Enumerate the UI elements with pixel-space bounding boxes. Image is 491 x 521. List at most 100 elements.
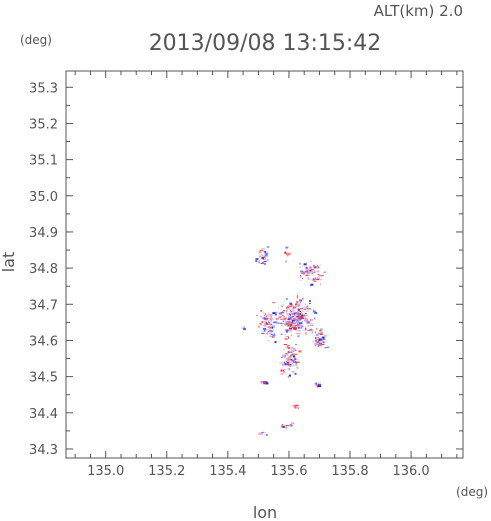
echo-point: [317, 343, 320, 345]
echo-point: [317, 266, 320, 269]
echo-point: [314, 312, 318, 314]
echo-point: [270, 314, 272, 315]
echo-point: [288, 322, 291, 325]
echo-point: [306, 273, 310, 275]
echo-point: [264, 381, 266, 382]
echo-point: [286, 312, 288, 314]
echo-point: [286, 325, 290, 327]
echo-point: [301, 306, 305, 309]
echo-point: [289, 310, 291, 312]
echo-point: [292, 317, 294, 319]
echo-point: [270, 315, 272, 318]
echo-point: [287, 308, 289, 310]
echo-point: [296, 317, 299, 319]
echo-point: [258, 325, 260, 328]
echo-point: [286, 337, 290, 339]
echo-point: [285, 346, 287, 349]
echo-point: [274, 341, 277, 344]
echo-point: [297, 295, 299, 297]
echo-point: [296, 359, 299, 361]
echo-point: [286, 255, 289, 257]
echo-point: [288, 359, 292, 361]
echo-point: [321, 338, 324, 340]
echo-point: [295, 304, 299, 307]
echo-point: [283, 300, 285, 302]
echo-point: [298, 316, 302, 318]
echo-point: [304, 316, 306, 319]
echo-point: [314, 342, 318, 345]
echo-point: [268, 331, 272, 334]
echo-point: [319, 381, 321, 383]
echo-point: [300, 304, 303, 306]
echo-point: [319, 274, 322, 276]
echo-point: [310, 319, 313, 321]
echo-point: [292, 326, 294, 328]
echo-point: [313, 266, 317, 269]
echo-point: [282, 369, 286, 370]
echo-point: [262, 262, 265, 265]
echo-point: [300, 276, 302, 278]
echo-point: [282, 304, 284, 307]
echo-point: [294, 325, 297, 326]
echo-point: [296, 349, 298, 351]
echo-point: [324, 338, 326, 341]
echo-point: [311, 331, 314, 334]
y-tick-label: 34.8: [29, 262, 58, 277]
echo-point: [296, 301, 299, 304]
echo-point: [293, 405, 296, 408]
y-unit-label: (deg): [20, 33, 52, 47]
echo-point: [318, 385, 322, 387]
echo-point: [293, 310, 295, 313]
echo-point: [260, 325, 264, 326]
echo-point: [255, 260, 258, 263]
echo-point: [264, 251, 266, 253]
echo-point: [281, 424, 285, 426]
echo-point: [286, 354, 290, 356]
echo-point: [306, 272, 310, 275]
echo-point: [286, 247, 288, 249]
x-unit-label: (deg): [456, 485, 488, 499]
echo-point: [288, 360, 292, 361]
echo-point: [241, 327, 243, 329]
echo-point: [295, 313, 297, 316]
echo-point: [264, 336, 266, 338]
echo-point: [279, 362, 283, 364]
echo-point: [285, 260, 288, 263]
echo-point: [295, 333, 298, 335]
echo-point: [263, 327, 266, 330]
echo-point: [265, 433, 268, 436]
echo-point: [263, 317, 267, 320]
echo-point: [298, 311, 302, 313]
echo-point: [292, 324, 296, 326]
echo-point: [317, 336, 320, 338]
echo-point: [264, 329, 266, 332]
echo-point: [291, 364, 294, 367]
echo-point: [307, 277, 309, 279]
y-tick-label: 35.2: [29, 117, 58, 132]
echo-point: [296, 303, 300, 306]
echo-point: [283, 354, 285, 357]
echo-point: [302, 265, 304, 267]
echo-point: [261, 322, 264, 324]
echo-point: [286, 306, 290, 309]
echo-point: [293, 355, 296, 358]
echo-point: [308, 316, 310, 318]
echo-point: [261, 254, 264, 257]
echo-point: [289, 302, 293, 304]
echo-point: [267, 340, 271, 342]
echo-point: [266, 314, 269, 316]
echo-point: [310, 269, 314, 271]
x-axis-label: lon: [253, 503, 277, 521]
echo-point: [291, 422, 295, 424]
echo-point: [282, 424, 284, 426]
echo-point: [302, 310, 304, 312]
echo-point: [273, 329, 275, 332]
echo-point: [297, 308, 299, 310]
echo-point: [282, 370, 285, 373]
echo-point: [287, 317, 289, 320]
echo-point: [303, 314, 306, 316]
echo-point: [296, 330, 298, 332]
echo-point: [287, 321, 291, 324]
echo-point: [297, 314, 300, 317]
echo-point: [297, 330, 301, 332]
